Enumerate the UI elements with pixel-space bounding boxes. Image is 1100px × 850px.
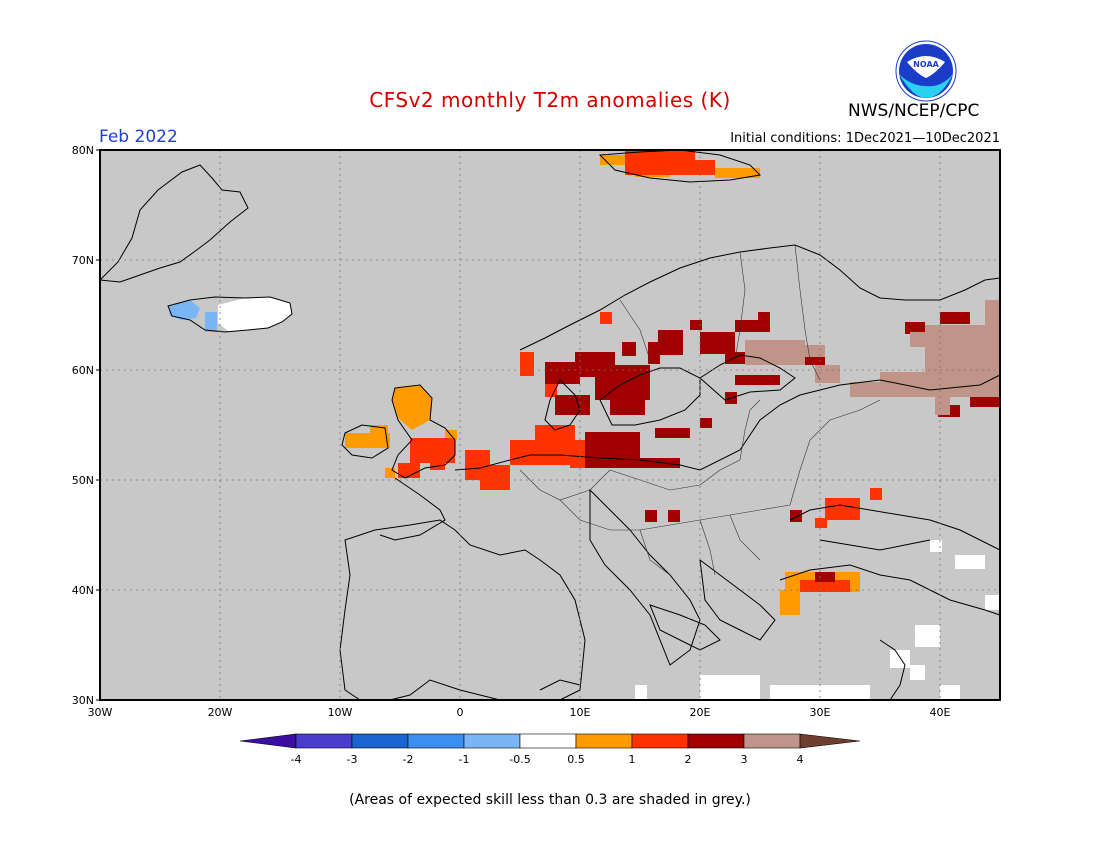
colorbar-tick: 4 [797,753,804,766]
colorbar-low-arrow [239,733,297,749]
noaa-logo: NOAA [895,40,957,102]
lon-label: 40E [930,706,951,719]
map-title: CFSv2 monthly T2m anomalies (K) [369,88,731,112]
iceland-cool-area [168,300,217,332]
lon-label: 30E [810,706,831,719]
lat-label: 60N [72,364,94,377]
lon-label: 10W [328,706,353,719]
anomaly-3-4 [745,300,1000,415]
lon-label: 10E [570,706,591,719]
initial-conditions: Initial conditions: 1Dec2021—10Dec2021 [730,131,1000,146]
lat-label: 40N [72,584,94,597]
colorbar-high-arrow [799,733,861,749]
lat-label: 50N [72,474,94,487]
colorbar-tick: 2 [685,753,692,766]
colorbar [239,733,861,749]
lon-label: 20W [208,706,233,719]
country-borders [519,244,881,576]
colorbar-tick: 1 [629,753,636,766]
colorbar-tick: -2 [403,753,414,766]
logo-text: NOAA [913,60,939,69]
colorbar-tick: 0.5 [567,753,585,766]
colorbar-tick: -1 [459,753,470,766]
anomaly-1-2 [398,150,882,592]
lon-label: 0 [457,706,464,719]
agency-label: NWS/NCEP/CPC [848,101,980,121]
colorbar-tick: 3 [741,753,748,766]
colorbar-tick: -0.5 [509,753,530,766]
lon-label: 30W [88,706,113,719]
lat-ticks [96,149,100,701]
lat-label: 80N [72,144,94,157]
map-frame [99,149,1001,701]
anomaly-2-3 [545,312,1000,582]
lon-label: 20E [690,706,711,719]
coastlines [98,149,1001,701]
colorbar-labels: -4 -3 -2 -1 -0.5 0.5 1 2 3 4 [291,753,804,766]
latitude-labels: 80N 70N 60N 50N 40N 30N [72,144,94,707]
colorbar-tick: -4 [291,753,302,766]
lat-label: 70N [72,254,94,267]
longitude-labels: 30W 20W 10W 0 10E 20E 30E 40E [88,706,951,719]
lat-label: 30N [72,694,94,707]
forecast-month: Feb 2022 [99,127,178,147]
near-normal-areas [218,297,1000,700]
colorbar-tick: -3 [347,753,358,766]
skill-footnote: (Areas of expected skill less than 0.3 a… [349,792,751,808]
graticule [100,150,1000,700]
